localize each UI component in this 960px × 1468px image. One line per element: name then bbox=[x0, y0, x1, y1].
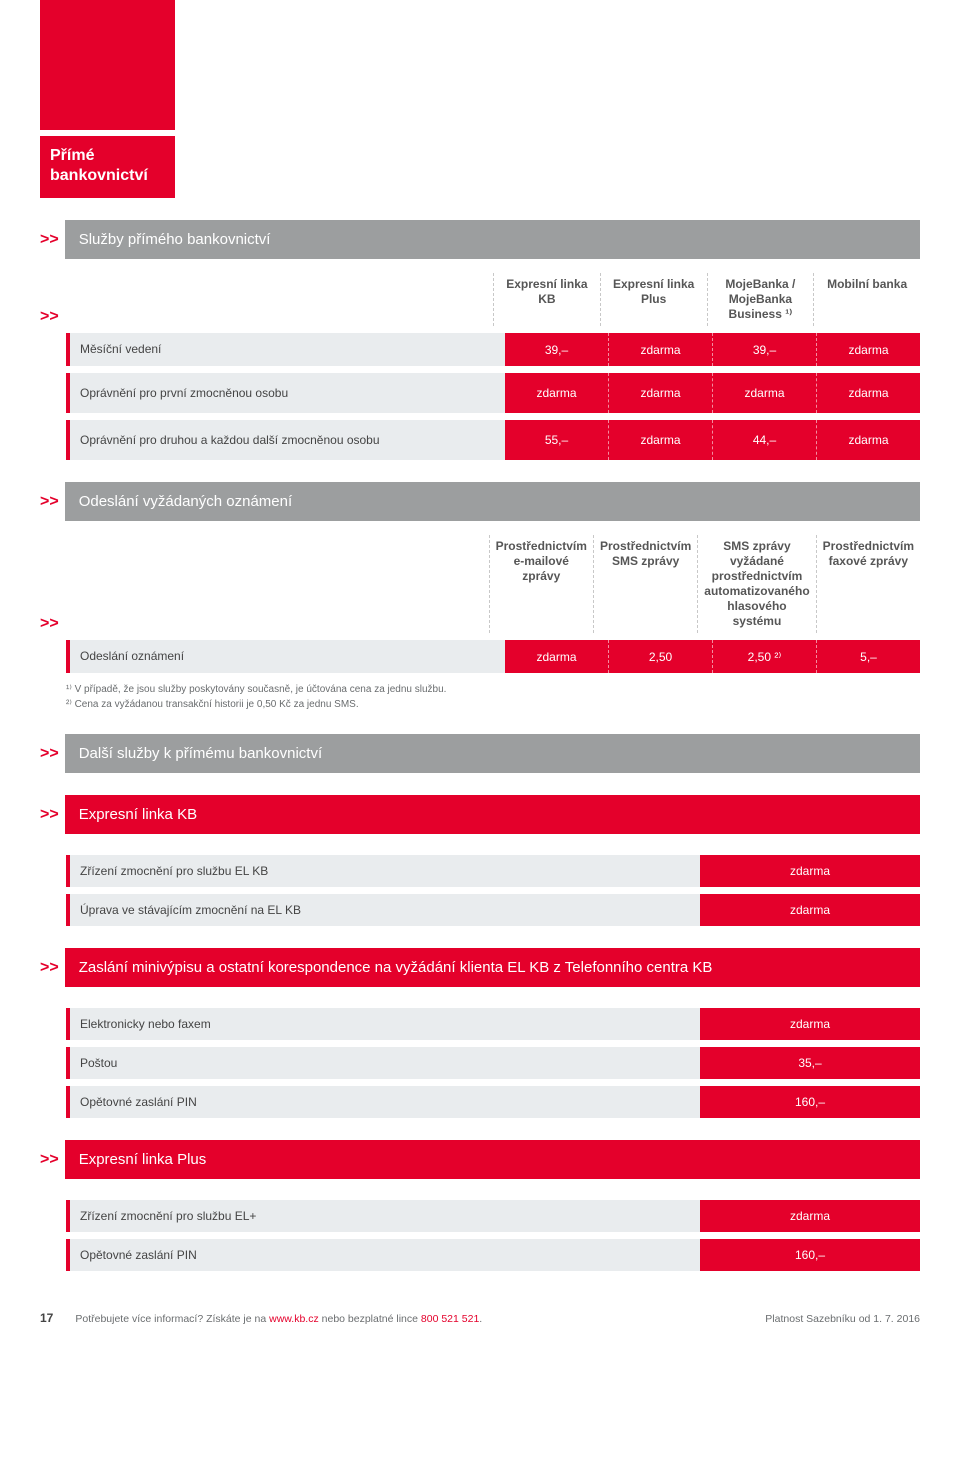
table-row: Opětovné zaslání PIN 160,– bbox=[40, 1239, 920, 1271]
chevron-icon: >> bbox=[40, 959, 59, 977]
chevron-icon: >> bbox=[40, 308, 59, 325]
row-label: Měsíční vedení bbox=[66, 333, 505, 366]
cell: zdarma bbox=[608, 373, 712, 413]
table-row: Oprávnění pro druhou a každou další zmoc… bbox=[40, 420, 920, 460]
chevron-icon: >> bbox=[40, 1151, 59, 1169]
cell: 160,– bbox=[700, 1239, 920, 1271]
cell: zdarma bbox=[608, 333, 712, 366]
row-label: Zřízení zmocnění pro službu EL+ bbox=[66, 1200, 700, 1232]
cell: zdarma bbox=[816, 420, 920, 460]
table-row: Úprava ve stávajícím zmocnění na EL KB z… bbox=[40, 894, 920, 926]
cell: 5,– bbox=[816, 640, 920, 673]
row-label: Úprava ve stávajícím zmocnění na EL KB bbox=[66, 894, 700, 926]
section-header: Odeslání vyžádaných oznámení bbox=[65, 482, 920, 521]
cell: 39,– bbox=[712, 333, 816, 366]
col-header: Prostřednictvím SMS zprávy bbox=[593, 535, 697, 633]
chevron-icon: >> bbox=[40, 745, 59, 763]
cell: zdarma bbox=[816, 373, 920, 413]
row-label: Poštou bbox=[66, 1047, 700, 1079]
cell: 55,– bbox=[505, 420, 608, 460]
footer-link: www.kb.cz bbox=[269, 1313, 319, 1325]
row-label: Opětovné zaslání PIN bbox=[66, 1086, 700, 1118]
cell: zdarma bbox=[712, 373, 816, 413]
cell: zdarma bbox=[608, 420, 712, 460]
col-header: Mobilní banka bbox=[813, 273, 920, 326]
cell: 2,50 ²⁾ bbox=[712, 640, 816, 673]
footnotes: ¹⁾ V případě, že jsou služby poskytovány… bbox=[66, 683, 920, 712]
col-header: SMS zprávy vyžádané prostřednictvím auto… bbox=[697, 535, 815, 633]
subsection-header: Expresní linka KB bbox=[65, 795, 920, 834]
table-row: Poštou 35,– bbox=[40, 1047, 920, 1079]
chevron-icon: >> bbox=[40, 615, 59, 632]
row-label: Oprávnění pro první zmocněnou osobu bbox=[66, 373, 505, 413]
chevron-icon: >> bbox=[40, 806, 59, 824]
col-header: Expresní linka KB bbox=[493, 273, 600, 326]
cell: zdarma bbox=[505, 373, 608, 413]
cell: zdarma bbox=[700, 1008, 920, 1040]
row-label: Oprávnění pro druhou a každou další zmoc… bbox=[66, 420, 505, 460]
footer-text: Potřebujete více informací? Získáte je n… bbox=[75, 1313, 765, 1325]
subsection-header: Expresní linka Plus bbox=[65, 1140, 920, 1179]
cell: 35,– bbox=[700, 1047, 920, 1079]
row-label: Zřízení zmocnění pro službu EL KB bbox=[66, 855, 700, 887]
footer-validity: Platnost Sazebníku od 1. 7. 2016 bbox=[765, 1313, 920, 1325]
col-header: Prostřednictvím e-mailové zprávy bbox=[489, 535, 593, 633]
decorative-red-block bbox=[40, 0, 175, 130]
row-label: Opětovné zaslání PIN bbox=[66, 1239, 700, 1271]
cell: zdarma bbox=[700, 1200, 920, 1232]
footnote: ²⁾ Cena za vyžádanou transakční historii… bbox=[66, 698, 920, 713]
table-row: Zřízení zmocnění pro službu EL+ zdarma bbox=[40, 1200, 920, 1232]
title-line-1: Přímé bbox=[50, 146, 165, 166]
col-header: MojeBanka / MojeBanka Business ¹⁾ bbox=[707, 273, 814, 326]
col-header: Prostřednictvím faxové zprávy bbox=[816, 535, 920, 633]
footnote: ¹⁾ V případě, že jsou služby poskytovány… bbox=[66, 683, 920, 698]
cell: zdarma bbox=[505, 640, 608, 673]
cell: 2,50 bbox=[608, 640, 712, 673]
cell: 44,– bbox=[712, 420, 816, 460]
section-header: Další služby k přímému bankovnictví bbox=[65, 734, 920, 773]
title-line-2: bankovnictví bbox=[50, 166, 165, 186]
subsection-header: Zaslání minivýpisu a ostatní koresponden… bbox=[65, 948, 920, 987]
table-row: Opětovné zaslání PIN 160,– bbox=[40, 1086, 920, 1118]
row-label: Elektronicky nebo faxem bbox=[66, 1008, 700, 1040]
chevron-icon: >> bbox=[40, 231, 59, 249]
cell: zdarma bbox=[816, 333, 920, 366]
page-title: Přímé bankovnictví bbox=[40, 136, 175, 198]
footer-phone: 800 521 521 bbox=[421, 1313, 479, 1325]
col-header: Expresní linka Plus bbox=[600, 273, 707, 326]
row-label: Odeslání oznámení bbox=[66, 640, 505, 673]
cell: 39,– bbox=[505, 333, 608, 366]
table-row: Oprávnění pro první zmocněnou osobu zdar… bbox=[40, 373, 920, 413]
section-header: Služby přímého bankovnictví bbox=[65, 220, 920, 259]
page-number: 17 bbox=[40, 1311, 53, 1325]
cell: 160,– bbox=[700, 1086, 920, 1118]
table-row: Odeslání oznámení zdarma 2,50 2,50 ²⁾ 5,… bbox=[40, 640, 920, 673]
table-row: Měsíční vedení 39,– zdarma 39,– zdarma bbox=[40, 333, 920, 366]
chevron-icon: >> bbox=[40, 493, 59, 511]
table-row: Zřízení zmocnění pro službu EL KB zdarma bbox=[40, 855, 920, 887]
page-footer: 17 Potřebujete více informací? Získáte j… bbox=[40, 1311, 920, 1335]
table-row: Elektronicky nebo faxem zdarma bbox=[40, 1008, 920, 1040]
cell: zdarma bbox=[700, 894, 920, 926]
cell: zdarma bbox=[700, 855, 920, 887]
